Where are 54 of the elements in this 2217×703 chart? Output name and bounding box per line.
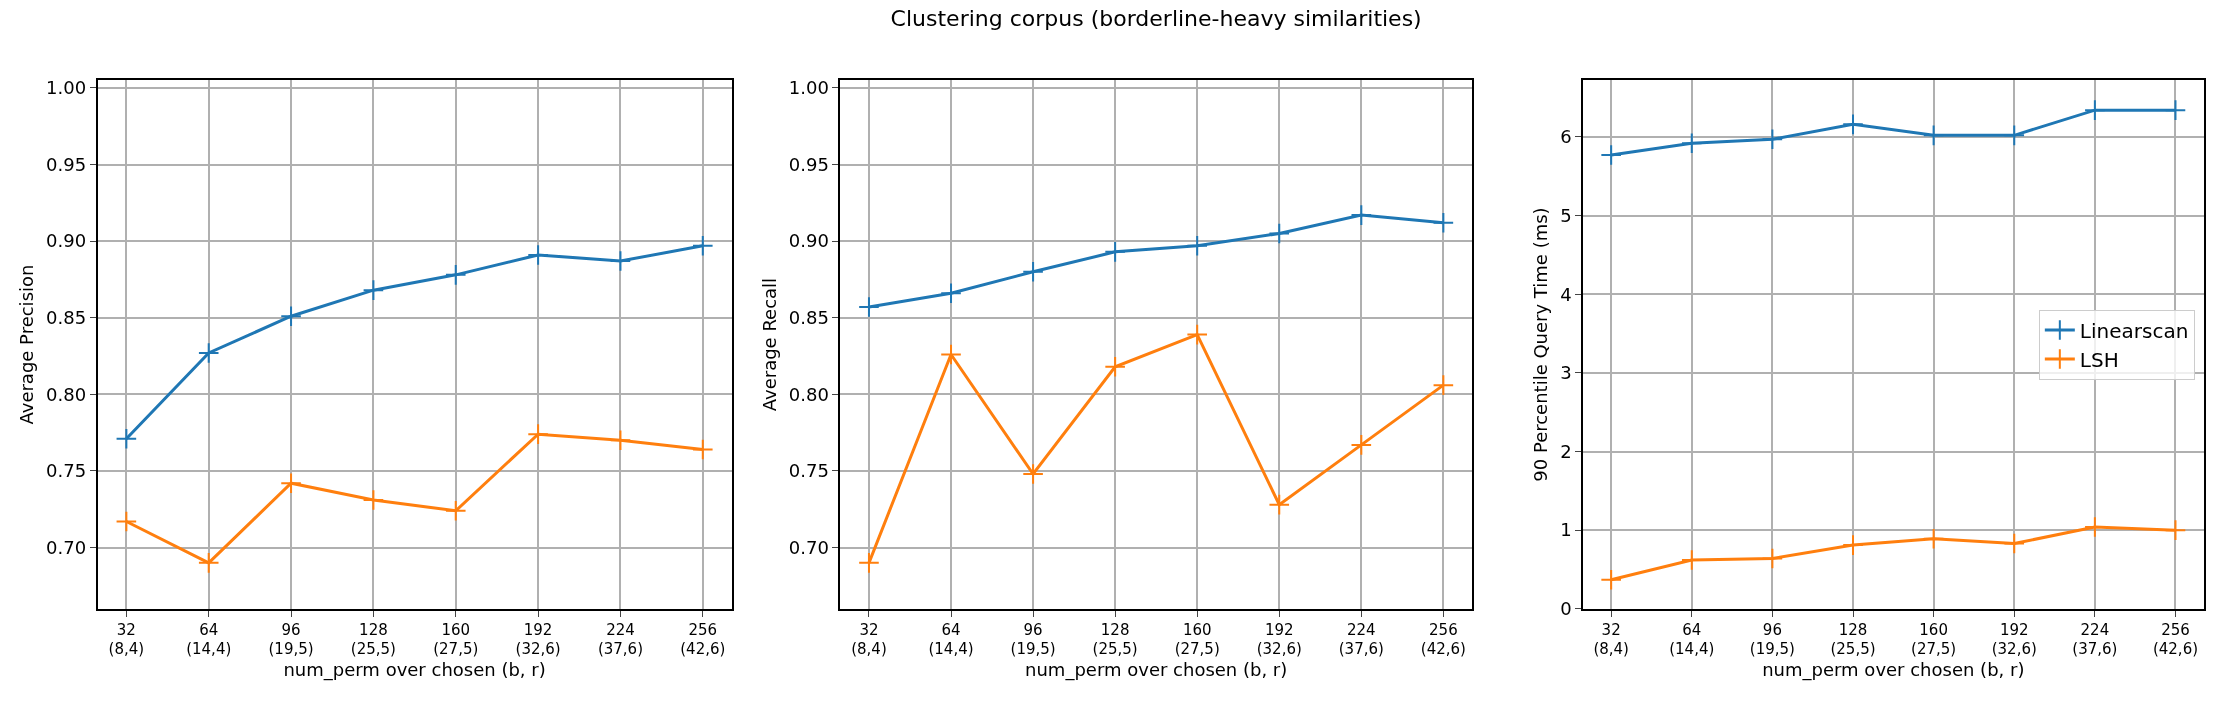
chart-title: Clustering corpus (borderline-heavy similarities) xyxy=(890,5,1422,31)
x-tick-label: 256 (42,6) xyxy=(1420,620,1466,659)
x-tick-label: 256 (42,6) xyxy=(2152,620,2199,659)
x-tick-label: 96 (19,5) xyxy=(1749,620,1795,659)
y-tick-label: 4 xyxy=(1560,283,1572,305)
x-axis-title: num_perm over chosen (b, r) xyxy=(1025,658,1288,681)
x-tick-label: 192 (32,6) xyxy=(1991,620,2037,659)
y-tick-label: 0.95 xyxy=(46,153,87,175)
y-tick-label: 1.00 xyxy=(46,77,87,99)
x-tick-label: 128 (25,5) xyxy=(1092,620,1138,659)
x-tick-label: 64 (14,4) xyxy=(1669,620,1715,659)
x-tick-label: 224 (37,6) xyxy=(597,620,643,659)
x-axis-title: num_perm over chosen (b, r) xyxy=(1762,658,2025,681)
y-tick-label: 3 xyxy=(1560,362,1572,384)
y-tick-label: 0 xyxy=(1560,598,1572,620)
y-axis-title: 90 Percentile Query Time (ms) xyxy=(1529,207,1551,482)
x-tick-label: 160 (27,5) xyxy=(1174,620,1220,659)
x-tick-label: 160 (27,5) xyxy=(433,620,479,659)
x-tick-label: 128 (25,5) xyxy=(350,620,396,659)
x-tick-label: 128 (25,5) xyxy=(1830,620,1876,659)
x-tick-label: 256 (42,6) xyxy=(680,620,726,659)
legend-label: LSH xyxy=(2079,347,2119,372)
x-tick-label: 192 (32,6) xyxy=(515,620,561,659)
x-tick-label: 32 (8,4) xyxy=(108,620,145,659)
y-tick-label: 1.00 xyxy=(788,77,829,99)
legend-label: Linearscan xyxy=(2079,318,2189,343)
y-tick-label: 0.85 xyxy=(788,307,829,329)
y-tick-label: 2 xyxy=(1560,440,1572,462)
x-tick-label: 64 (14,4) xyxy=(186,620,232,659)
y-tick-label: 0.85 xyxy=(46,307,87,329)
y-tick-label: 0.70 xyxy=(46,536,87,558)
y-tick-label: 0.75 xyxy=(788,460,829,482)
y-tick-label: 0.95 xyxy=(788,153,829,175)
x-tick-label: 160 (27,5) xyxy=(1911,620,1957,659)
y-axis-title: Average Recall xyxy=(758,277,780,412)
y-tick-label: 0.75 xyxy=(46,460,87,482)
y-tick-label: 0.70 xyxy=(788,536,829,558)
y-tick-label: 0.80 xyxy=(46,383,87,405)
x-tick-label: 32 (8,4) xyxy=(851,620,887,659)
y-tick-label: 6 xyxy=(1560,126,1572,148)
y-tick-label: 0.80 xyxy=(788,383,829,405)
x-tick-label: 96 (19,5) xyxy=(268,620,314,659)
y-tick-label: 5 xyxy=(1560,204,1572,226)
y-tick-label: 1 xyxy=(1560,519,1572,541)
x-tick-label: 224 (37,6) xyxy=(2072,620,2118,659)
x-tick-label: 96 (19,5) xyxy=(1010,620,1056,659)
x-tick-label: 192 (32,6) xyxy=(1256,620,1302,659)
x-tick-label: 64 (14,4) xyxy=(928,620,974,659)
y-tick-label: 0.90 xyxy=(788,230,829,252)
y-tick-label: 0.90 xyxy=(46,230,87,252)
x-tick-label: 32 (8,4) xyxy=(1593,620,1629,659)
x-axis-title: num_perm over chosen (b, r) xyxy=(283,658,546,681)
y-axis-title: Average Precision xyxy=(15,264,37,425)
x-tick-label: 224 (37,6) xyxy=(1338,620,1384,659)
